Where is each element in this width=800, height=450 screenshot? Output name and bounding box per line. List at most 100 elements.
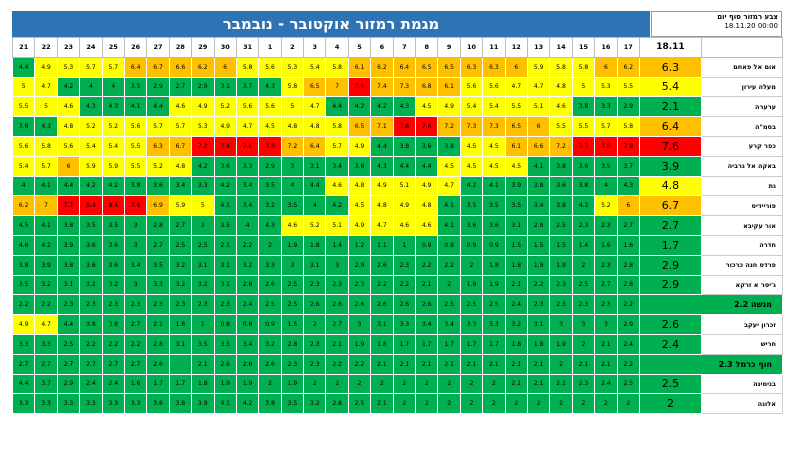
value-cell: 1.7 [415, 333, 439, 355]
value-cell: 3.9 [191, 393, 215, 415]
value-cell: 3.1 [191, 254, 215, 276]
value-cell: 2.7 [594, 274, 618, 296]
day-header: 6 [370, 37, 394, 58]
value-cell: 4.1 [526, 155, 551, 177]
value-cell: 0.9 [459, 234, 484, 256]
value-cell: 4.9 [11, 314, 36, 335]
value-cell: 2.1 [526, 353, 551, 375]
value-cell: 5.6 [235, 96, 260, 118]
value-cell: 4.8 [549, 76, 573, 98]
value-cell: 4.6 [415, 215, 439, 236]
value-cell: 5.6 [459, 76, 484, 98]
current-value-cell: 6.4 [638, 116, 702, 137]
table-row: 3.8 3.9 3.8 3.6 3.6 3.4 3.5 3.2 3.1 3.1 3.2 3.3 3 3.1… [11, 254, 783, 276]
value-cell: 1.7 [392, 333, 417, 355]
table-row: 5.4 5.7 6 5.9 5.9 5.5 5.2 4.8 4.2 3.6 3.3 2.9 3 3.1 3.… [11, 155, 783, 177]
value-cell: 2.2 [370, 274, 394, 296]
day-header: 11 [482, 37, 506, 58]
table-row: 4.9 4.7 4.4 3.8 3.8 2.7 2.1 1.6 1 0.8 0.8 0.9 1.5 2 2.… [11, 314, 783, 335]
value-cell: 2.2 [437, 254, 461, 276]
value-cell: 6.5 [437, 56, 461, 78]
value-cell: 1.5 [526, 234, 551, 256]
value-cell: 2.9 [616, 314, 640, 335]
value-cell: 3.2 [191, 274, 215, 296]
value-cell: 5.6 [482, 76, 506, 98]
value-cell: 2 [504, 393, 528, 415]
value-cell: 3.2 [504, 314, 528, 335]
day-header: 16 [594, 37, 618, 58]
value-cell: 1.9 [280, 373, 305, 395]
value-cell: 1.5 [280, 314, 305, 335]
value-cell: 3.1 [168, 333, 193, 355]
value-cell: 1.6 [594, 234, 618, 256]
value-cell: 6.5 [347, 116, 372, 137]
value-cell: 4.7 [370, 215, 394, 236]
value-cell: 4.9 [392, 195, 417, 217]
value-cell: 4.4 [325, 96, 349, 118]
value-cell: 4.5 [459, 135, 484, 157]
current-value-cell: 2.7 [638, 215, 702, 236]
value-cell: 7.3 [459, 116, 484, 137]
value-cell: 4.6 [56, 96, 81, 118]
value-cell: 4.8 [168, 155, 193, 177]
value-cell: 0.9 [482, 234, 506, 256]
value-cell: 3.5 [594, 155, 618, 177]
value-cell: 1.7 [146, 373, 170, 395]
value-cell: 5 [34, 96, 58, 118]
value-cell: 2.8 [280, 333, 305, 355]
value-cell: 3.4 [235, 195, 260, 217]
value-cell: 2.3 [549, 274, 573, 296]
value-cell: 3.3 [34, 393, 58, 415]
value-cell: 7.7 [571, 135, 596, 157]
value-cell: 5.1 [325, 215, 349, 236]
value-cell: 5.5 [616, 76, 640, 98]
value-cell: 4.4 [11, 56, 36, 78]
value-cell: 3.6 [459, 215, 484, 236]
value-cell: 2 [347, 373, 372, 395]
value-cell: 1.1 [370, 234, 394, 256]
value-cell: 4.7 [235, 116, 260, 137]
value-cell: 2.8 [616, 274, 640, 296]
value-cell: 1.7 [459, 333, 484, 355]
value-cell: 5.7 [594, 116, 618, 137]
value-cell: 4.2 [34, 234, 58, 256]
value-cell: 5.4 [459, 96, 484, 118]
value-cell: 1.7 [168, 373, 193, 395]
current-value-cell: 3.9 [638, 155, 702, 177]
value-cell: 3.1 [56, 274, 81, 296]
day-header: 31 [235, 37, 260, 58]
value-cell: 6.1 [437, 76, 461, 98]
value-cell: 3 [123, 274, 148, 296]
day-header: 3 [303, 37, 327, 58]
value-cell: 3.8 [571, 96, 596, 118]
value-cell: 7.3 [392, 76, 417, 98]
value-cell: 2.1 [370, 393, 394, 415]
value-cell: 2.3 [594, 294, 618, 316]
value-cell: 2 [370, 373, 394, 395]
value-cell: 6.4 [123, 56, 148, 78]
value-cell: 3.9 [56, 234, 81, 256]
value-cell: 2.9 [56, 373, 81, 395]
value-cell: 2 [392, 373, 417, 395]
value-cell: 2.3 [56, 294, 81, 316]
value-cell: 4.3 [571, 195, 596, 217]
value-cell: 2.8 [325, 393, 349, 415]
value-cell: 5.2 [594, 195, 618, 217]
value-cell: 4.5 [11, 215, 36, 236]
value-cell: 2.5 [571, 274, 596, 296]
value-cell: 5 [11, 76, 36, 98]
value-cell: 2 [482, 393, 506, 415]
value-cell: 4.3 [258, 76, 282, 98]
city-name: מעלה עירון [700, 76, 783, 98]
value-cell: 2.1 [146, 314, 170, 335]
value-cell: 4.1 [213, 393, 237, 415]
value-cell: 3.3 [191, 175, 215, 197]
value-cell: 4.2 [56, 76, 81, 98]
value-cell: 2.2 [526, 274, 551, 296]
value-cell: 6.8 [415, 76, 439, 98]
city-name: אלונה [700, 393, 783, 415]
value-cell: 2 [594, 393, 618, 415]
current-value-cell: 7.6 [638, 135, 702, 157]
value-cell: 3.8 [123, 175, 148, 197]
value-cell: 5.3 [280, 56, 305, 78]
